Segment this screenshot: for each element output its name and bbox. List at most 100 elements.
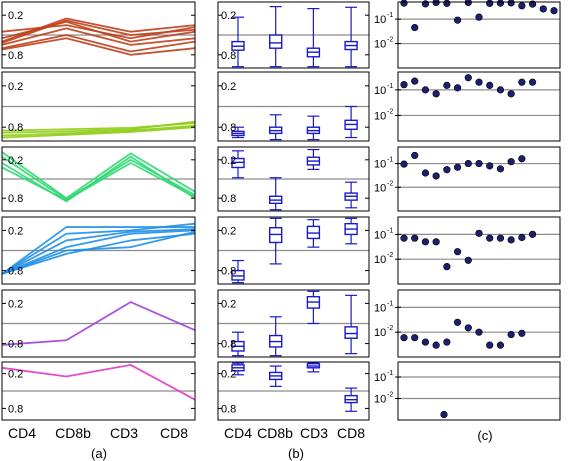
panel-a-label: (a) [91, 446, 107, 461]
panel-c-data-point [400, 234, 408, 242]
panel-c-y-tick-exponent: -2 [387, 392, 393, 399]
panel-a-x-label-cd3: CD3 [110, 425, 138, 441]
panel-b-y-tick-label: 0.8 [221, 266, 236, 278]
panel-b-box-plots: 0.8 0.2 0.8 0.2 0.8 0.2 0.8 0.2 0.8 0.2 0.8 0.2 [217, 1, 370, 421]
panel-b-box-cd3 [306, 290, 321, 325]
panel-a-series-line [1, 27, 196, 46]
panel-b-box-cd3 [306, 361, 321, 373]
panel-c-data-point [486, 341, 494, 349]
panel-b-y-tick-label: 0.2 [221, 298, 236, 310]
panel-b-y-tick-label: 0.2 [221, 369, 236, 381]
panel-c-data-point [464, 324, 472, 332]
panel-a-y-tick-label: 0.8 [8, 403, 23, 415]
panel-c-data-point [464, 74, 472, 82]
panel-b-y-tick-label: 0.8 [221, 193, 236, 205]
panel-c-data-point [443, 166, 451, 174]
panel-b-row-1: 0.8 0.2 [217, 1, 370, 69]
panel-a-row-4: 0.8 0.2 [1, 216, 196, 285]
panel-c-data-point [496, 341, 505, 349]
panel-c-data-point [432, 341, 440, 349]
panel-b-x-label-cd3: CD3 [300, 425, 328, 441]
panel-c-data-point [518, 233, 526, 242]
panel-b-iqr-box [269, 34, 283, 49]
panel-c-data-point [507, 158, 515, 166]
panel-c-y-tick-label: 10 [374, 372, 386, 384]
panel-c-frame [397, 146, 561, 212]
panel-c-y-tick-label: 10 [374, 85, 386, 97]
panel-c-data-point [400, 160, 408, 168]
panel-c-frame [397, 289, 561, 358]
panel-b-box-cd3 [306, 115, 321, 141]
panel-c-data-point [507, 90, 515, 98]
panel-b-box-cd4 [231, 362, 245, 376]
panel-c-data-point [453, 248, 462, 256]
panel-b-y-tick-label: 0.2 [221, 81, 236, 93]
panel-c-y-tick-exponent: -1 [387, 157, 393, 164]
panel-c-data-point [421, 86, 430, 94]
panel-c-data-point [443, 263, 451, 271]
panel-a-series-line [1, 19, 196, 44]
panel-c-data-point [421, 238, 430, 246]
panel-b-y-tick-label: 0.2 [221, 10, 236, 22]
panel-b-box-cd3 [306, 8, 321, 68]
panel-a-series-line [1, 229, 196, 275]
panel-b-frame [217, 361, 370, 421]
panel-b-x-label-cd4: CD4 [224, 425, 252, 441]
panel-c-data-point [528, 78, 537, 86]
panel-c-log-scatter: 10 -110 -210 -110 -210 -110 -210 -110 -210 -110 -2… [374, 0, 561, 421]
panel-c-data-point [411, 77, 419, 85]
panel-b-box-cd4 [231, 150, 245, 179]
panel-c-row-1: 10-110-2 [374, 0, 561, 69]
panel-c-frame [397, 71, 561, 142]
panel-a-x-label-cd4: CD4 [8, 425, 36, 441]
panel-b-box-cd8 [344, 294, 358, 355]
panel-c-y-tick-label: 10 [374, 39, 386, 51]
panel-a-series-line [1, 155, 196, 203]
panel-b-box-cd8b [269, 365, 283, 387]
panel-a-row-6: 0.8 0.2 [1, 361, 196, 421]
panel-c-data-point [400, 0, 408, 7]
panel-c-data-point [432, 172, 440, 180]
panel-c-data-point [443, 338, 451, 346]
panel-c-y-tick-exponent: -2 [387, 325, 393, 332]
panel-c-data-point [528, 230, 537, 238]
panel-b-row-2: 0.8 0.2 [217, 71, 370, 142]
panel-a-frame [1, 216, 196, 285]
panel-c-y-tick-exponent: -1 [387, 12, 393, 19]
panel-a-series-line [1, 363, 196, 401]
panel-a-y-tick-label: 0.2 [8, 369, 23, 381]
panel-c-y-tick-label: 10 [374, 159, 386, 171]
panel-a-x-label-cd8: CD8 [160, 425, 188, 441]
panel-c-data-point [486, 0, 494, 7]
panel-c-data-point [486, 81, 494, 89]
panel-c-data-point [486, 162, 494, 170]
panel-a-y-tick-label: 0.2 [8, 225, 23, 237]
panel-a-row-5: 0.8 0.2 [1, 289, 196, 358]
panel-c-data-point [464, 256, 472, 264]
panel-c-data-point [400, 81, 408, 89]
panel-c-data-point [507, 0, 515, 7]
panel-c-frame [397, 1, 561, 69]
panel-b-frame [217, 1, 370, 69]
panel-c-y-tick-label: 10 [374, 327, 386, 339]
panel-c-data-point [496, 86, 505, 94]
panel-c-data-point [411, 23, 419, 32]
panel-c-row-2: 10-110-2 [374, 71, 561, 142]
panel-c-y-tick-label: 10 [374, 110, 386, 122]
panel-b-y-tick-label: 0.2 [221, 225, 236, 237]
panel-c-y-tick-exponent: -1 [387, 300, 393, 307]
panel-a-y-tick-label: 0.2 [8, 10, 23, 22]
panel-a-x-label-cd8b: CD8b [55, 425, 91, 441]
panel-c-frame [397, 216, 561, 285]
panel-b-row-6: 0.8 0.2 [217, 361, 370, 421]
panel-a-series-line [1, 151, 196, 200]
panel-a-frame [1, 289, 196, 358]
panel-b-iqr-box [344, 326, 358, 339]
panel-a-y-tick-label: 0.2 [8, 298, 23, 310]
panel-a-series-line [1, 124, 196, 137]
panel-c-y-tick-exponent: -2 [387, 108, 393, 115]
panel-c-y-tick-label: 10 [374, 394, 386, 406]
panel-b-y-tick-label: 0.2 [221, 155, 236, 167]
panel-a-series-line [1, 126, 196, 139]
panel-c-row-3: 10-110-2 [374, 146, 561, 212]
